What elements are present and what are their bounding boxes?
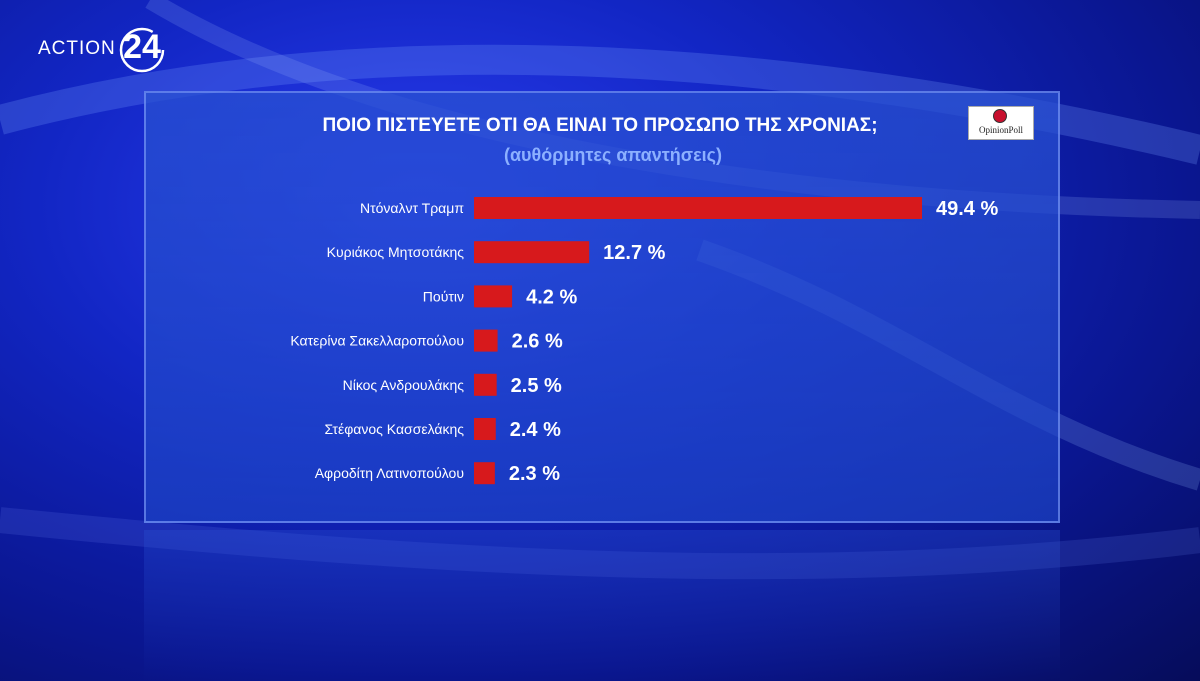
category-label: Αφροδίτη Λατινοπούλου [315,465,464,481]
logo-text: ACTION [38,38,116,59]
value-label: 2.6 % [512,331,563,353]
panel-reflection [144,530,1060,681]
chart-title: ΠΟΙΟ ΠΙΣΤΕΥΕΤΕ ΟΤΙ ΘΑ ΕΙΝΑΙ ΤΟ ΠΡΟΣΩΠΟ Τ… [322,115,878,136]
opinionpoll-logo-text: OpinionPoll [978,125,1023,135]
bar [474,329,498,352]
category-label: Στέφανος Κασσελάκης [324,421,464,437]
channel-logo: ACTION 24 [38,26,178,74]
logo-number-badge: 24 [118,26,166,74]
logo-number: 24 [123,28,161,66]
bar [474,373,497,396]
category-label: Νίκος Ανδρουλάκης [343,377,465,393]
chart-subtitle: (αυθόρμητες απαντήσεις) [503,145,722,165]
bar [474,462,495,485]
value-label: 49.4 % [936,198,998,220]
bar [474,285,513,308]
chart-panel [144,91,1060,523]
value-label: 2.4 % [510,419,561,441]
value-label: 2.3 % [509,463,560,485]
value-label: 4.2 % [526,286,577,308]
bar [474,418,496,440]
category-label: Κυριάκος Μητσοτάκης [327,244,465,260]
category-label: Κατερίνα Σακελλαροπούλου [290,333,464,349]
category-label: Πούτιν [423,288,464,304]
value-label: 2.5 % [511,375,562,397]
logo-ring-icon [119,27,165,73]
bar [474,241,590,264]
opinionpoll-logo: OpinionPoll [968,106,1034,140]
category-label: Ντόναλντ Τραμπ [360,200,464,216]
bar [474,197,922,219]
value-label: 12.7 % [603,242,665,264]
opinionpoll-dot-icon [993,109,1007,123]
